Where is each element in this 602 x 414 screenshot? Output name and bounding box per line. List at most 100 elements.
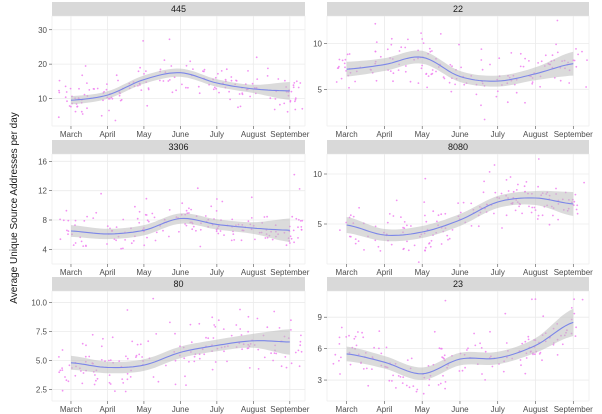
x-tick-label: June (451, 405, 469, 414)
data-point (442, 374, 444, 377)
data-point (491, 365, 494, 368)
data-point (205, 336, 207, 339)
data-point (207, 337, 210, 340)
data-point (297, 226, 299, 229)
x-tick-label: August (523, 130, 549, 139)
data-point (500, 192, 503, 195)
data-point (159, 68, 162, 71)
data-point (518, 205, 520, 208)
data-point (407, 38, 409, 41)
x-tick-label: June (451, 268, 469, 277)
data-point (509, 176, 512, 178)
data-point (58, 371, 61, 374)
data-point (115, 239, 117, 242)
data-point (129, 376, 132, 378)
facet-title: 3306 (168, 142, 188, 152)
x-tick-label: July (210, 130, 224, 139)
facet-title: 445 (171, 4, 186, 14)
data-point (231, 218, 234, 221)
data-point (213, 86, 216, 89)
data-point (345, 336, 348, 338)
x-tick-label: July (491, 268, 505, 277)
data-point (64, 96, 67, 99)
data-point (428, 378, 431, 381)
data-point (531, 298, 533, 301)
data-point (257, 348, 260, 351)
data-point (223, 350, 225, 353)
data-point (138, 221, 141, 224)
data-point (421, 38, 424, 40)
data-point (219, 230, 222, 232)
data-point (426, 86, 428, 89)
data-point (525, 181, 528, 183)
x-tick-label: April (99, 268, 115, 277)
data-point (291, 215, 294, 218)
data-point (283, 102, 286, 105)
data-point (388, 213, 391, 215)
data-point (556, 19, 559, 22)
data-point (438, 347, 441, 350)
data-point (335, 81, 338, 83)
x-tick-label: September (270, 130, 309, 139)
data-point (551, 54, 554, 57)
data-point (146, 219, 149, 222)
y-tick-label: 30 (38, 26, 47, 35)
data-point (467, 347, 469, 350)
data-point (64, 85, 67, 88)
data-point (273, 352, 276, 354)
data-point (295, 217, 298, 220)
data-point (388, 379, 391, 382)
data-point (403, 221, 406, 223)
data-point (395, 199, 398, 202)
data-point (417, 261, 420, 263)
data-point (293, 82, 296, 84)
y-tick-label: 7.5 (36, 328, 48, 337)
data-point (402, 376, 405, 379)
data-point (354, 242, 357, 245)
data-point (373, 346, 375, 349)
data-point (361, 331, 363, 334)
data-point (519, 65, 522, 68)
data-point (574, 335, 577, 337)
data-point (570, 307, 573, 309)
data-point (415, 390, 418, 393)
data-point (537, 185, 539, 188)
data-point (374, 239, 377, 242)
data-point (552, 214, 554, 217)
y-tick-label: 10 (313, 170, 322, 179)
data-point (422, 392, 425, 395)
facet-title: 22 (453, 4, 463, 14)
data-point (403, 247, 405, 250)
data-point (458, 370, 461, 372)
data-point (521, 212, 523, 215)
data-point (353, 337, 356, 340)
data-point (527, 338, 530, 341)
data-point (266, 75, 269, 77)
panel-23: 23 3 6 9 March April May June July August Septembe… (318, 277, 593, 414)
x-tick-label: May (136, 405, 151, 414)
data-point (62, 219, 65, 222)
data-point (349, 363, 352, 366)
data-point (457, 202, 459, 205)
data-point (170, 65, 173, 67)
data-point (355, 344, 358, 347)
data-point (439, 382, 442, 385)
data-point (407, 249, 410, 252)
data-point (131, 340, 134, 343)
data-point (290, 319, 292, 322)
data-point (67, 219, 70, 222)
data-point (420, 67, 423, 70)
data-point (524, 101, 526, 104)
data-point (460, 66, 462, 69)
data-point (290, 329, 292, 331)
data-point (108, 374, 111, 376)
data-point (215, 210, 218, 212)
data-point (226, 360, 228, 363)
data-point (447, 238, 449, 241)
data-point (122, 382, 125, 384)
data-point (422, 42, 425, 44)
data-point (544, 54, 547, 57)
data-point (191, 228, 194, 231)
data-point (557, 218, 559, 221)
data-point (189, 323, 192, 326)
